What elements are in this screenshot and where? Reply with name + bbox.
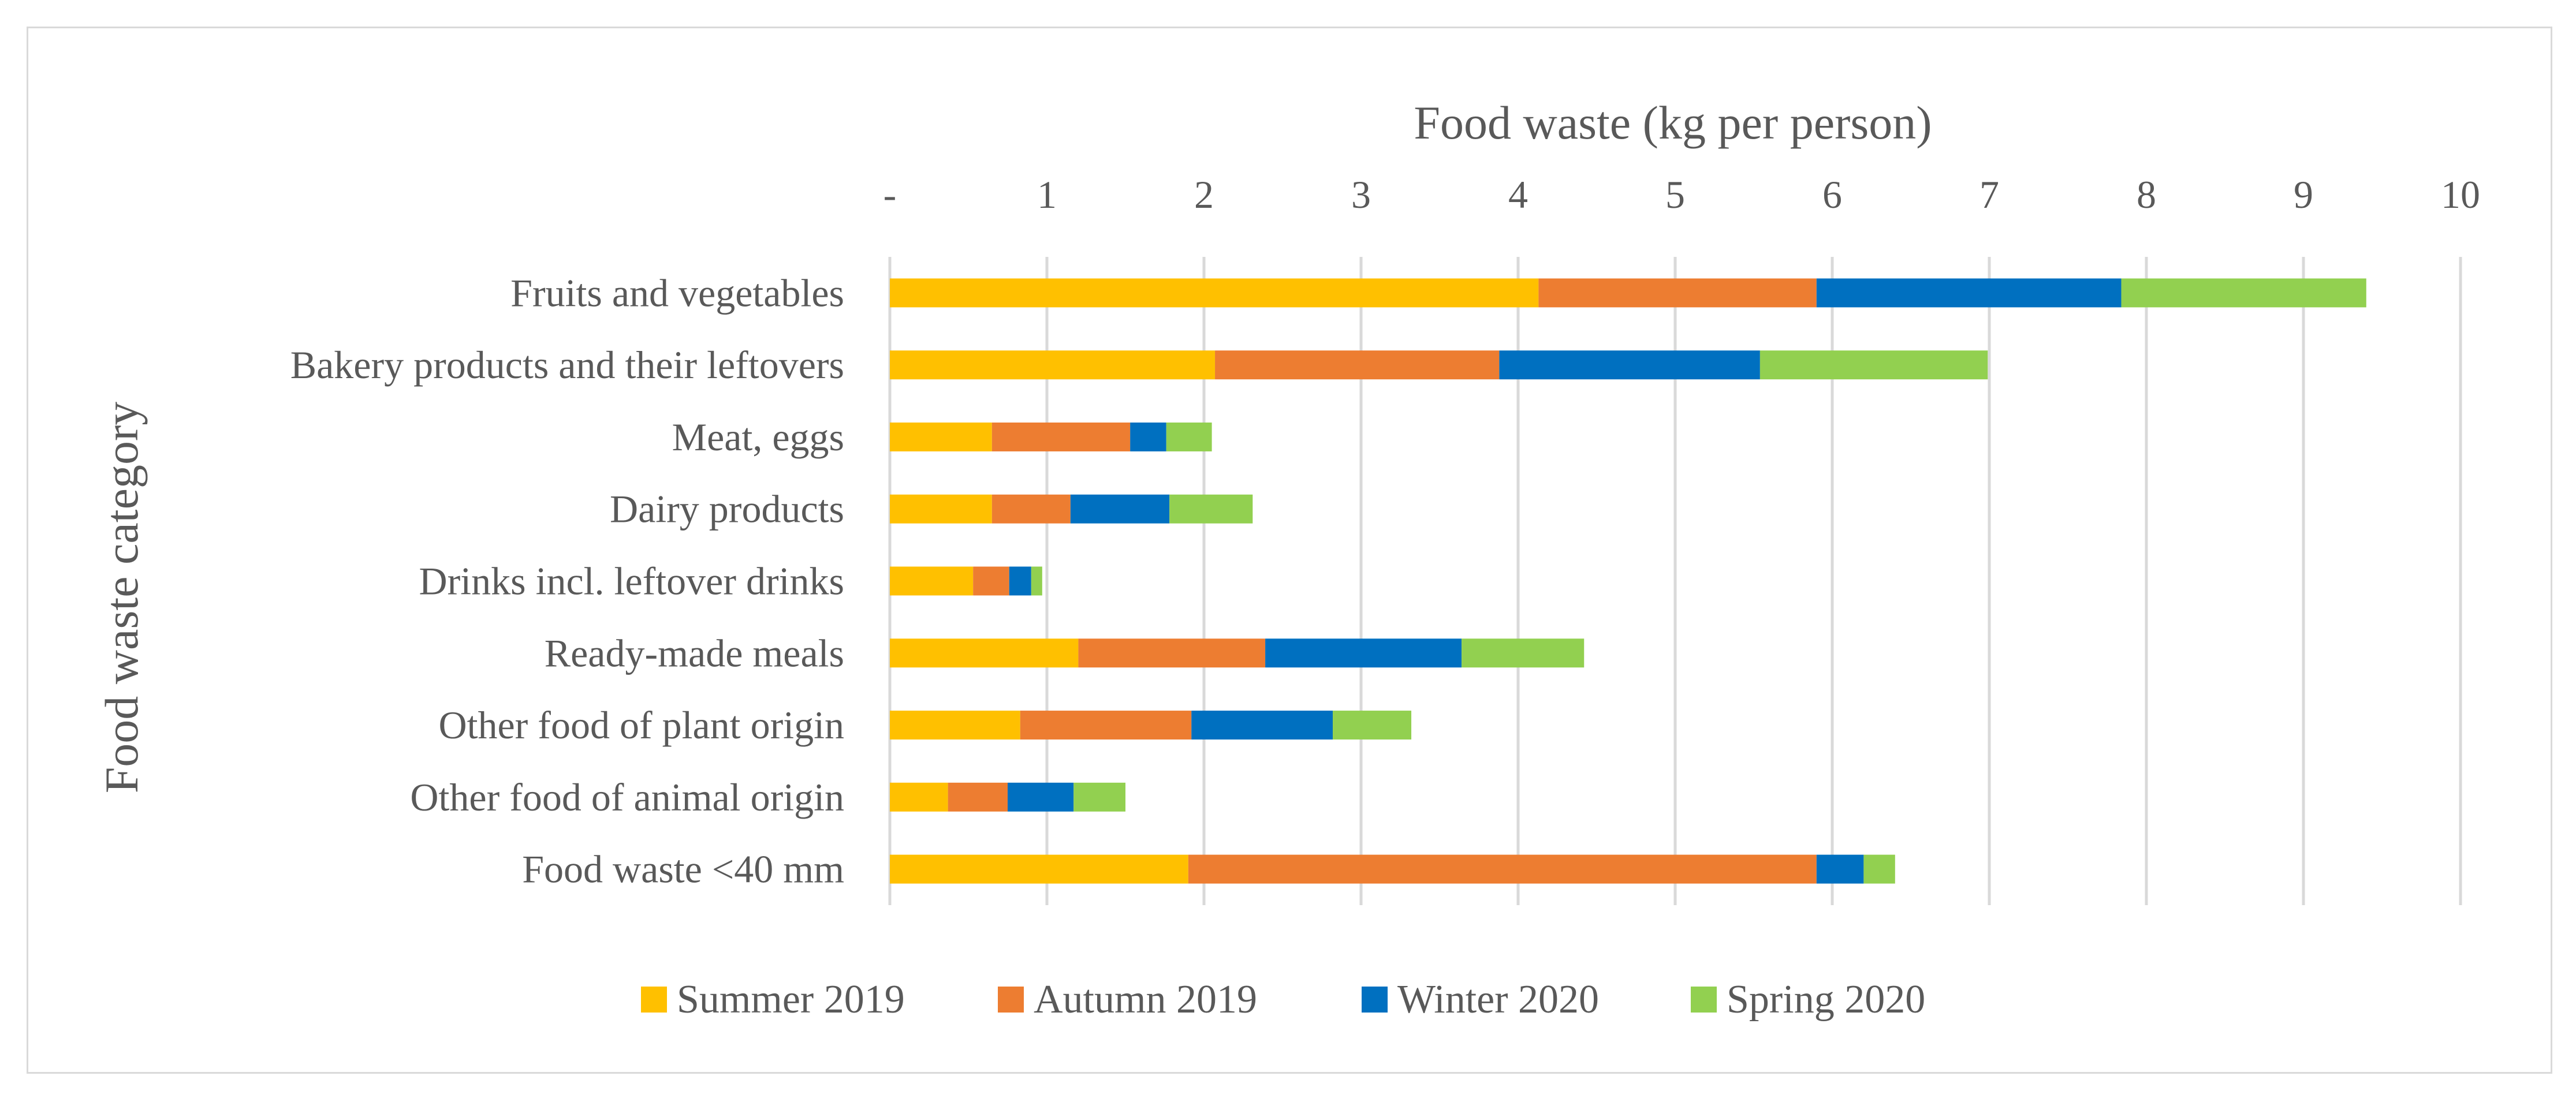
legend-label: Summer 2019 [677,977,905,1022]
legend-swatch [1691,987,1717,1013]
bar-segment [1188,854,1817,884]
bar-segment [973,566,1009,596]
legend-label: Spring 2020 [1727,977,1925,1022]
x-axis-title: Food waste (kg per person) [1414,96,1932,149]
bar-segment [890,566,974,596]
category-label: Meat, eggs [672,415,844,459]
category-labels: Fruits and vegetables Bakery products and… [290,271,844,891]
legend-swatch [1362,987,1388,1013]
x-tick-label: 8 [2137,173,2156,216]
bar-segment [1008,782,1074,812]
category-label: Ready-made meals [545,631,844,675]
bar-segment [1031,566,1042,596]
legend-swatch [998,987,1024,1013]
chart-frame [27,27,2552,1074]
x-tick-label: 3 [1351,173,1371,216]
bar-segment [1265,638,1462,668]
bar-segment [1169,494,1253,524]
bar-segment [991,494,1071,524]
bar-segment [1073,782,1125,812]
bar-segment [948,782,1008,812]
bar-segment [2121,278,2366,308]
category-label: Dairy products [610,487,844,531]
bar-segment [1816,854,1864,884]
category-label: Bakery products and their leftovers [290,343,844,387]
bar-segment [1020,711,1192,740]
legend-label: Autumn 2019 [1034,977,1257,1022]
bar-segment [991,422,1131,451]
bar-segment [890,422,992,451]
bar-segment [1078,638,1266,668]
x-tick-label: 4 [1508,173,1528,216]
x-tick-label: 10 [2441,173,2480,216]
bar-segment [1759,350,1988,380]
bar-segment [890,638,1079,668]
bar-segment [1863,854,1895,884]
x-tick-label: 5 [1665,173,1685,216]
bar-segment [1333,711,1412,740]
bar-segment [1009,566,1031,596]
bar-segment [1191,711,1333,740]
x-tick-label: 1 [1037,173,1057,216]
bar-segment [1462,638,1585,668]
bar-segment [1816,278,2122,308]
category-label: Food waste <40 mm [522,847,844,891]
legend-label: Winter 2020 [1397,977,1599,1022]
category-label: Fruits and vegetables [510,271,844,315]
bar-segment [890,494,992,524]
x-tick-label: - [883,173,897,216]
x-tick-label: 6 [1822,173,1842,216]
x-tick-label: 9 [2294,173,2313,216]
x-tick-label: 7 [1979,173,1999,216]
bar-segment [1166,422,1212,451]
bars [890,278,2366,884]
bar-segment [890,278,1539,308]
legend: Summer 2019 Autumn 2019 Winter 2020 Spring … [641,977,1925,1022]
y-axis-title: Food waste category [95,402,148,794]
bar-segment [1499,350,1760,380]
bar-segment [1070,494,1170,524]
bar-segment [1538,278,1817,308]
bar-segment [890,782,948,812]
category-label: Other food of animal origin [410,775,844,819]
x-tick-label: 2 [1194,173,1214,216]
legend-swatch [641,987,667,1013]
bar-segment [1130,422,1166,451]
bar-segment [890,350,1216,380]
bar-segment [890,711,1020,740]
category-label: Drinks incl. leftover drinks [419,559,844,603]
category-label: Other food of plant origin [438,703,844,747]
bar-segment [1215,350,1500,380]
x-tick-labels: - 1 2 3 4 5 6 7 8 9 10 [883,173,2480,216]
bar-segment [890,854,1188,884]
